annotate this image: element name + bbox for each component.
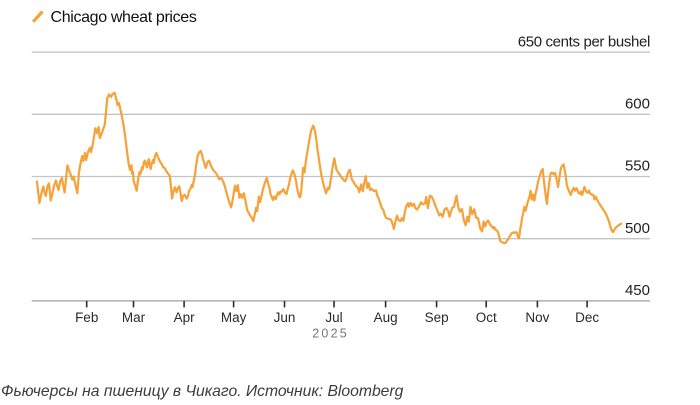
svg-text:Apr: Apr: [174, 310, 196, 325]
svg-text:Feb: Feb: [75, 310, 98, 325]
svg-text:Sep: Sep: [425, 310, 449, 325]
svg-text:Chicago wheat prices: Chicago wheat prices: [51, 9, 197, 26]
svg-text:650 cents per bushel: 650 cents per bushel: [518, 33, 650, 50]
svg-text:Jun: Jun: [274, 310, 296, 325]
svg-text:550: 550: [625, 158, 650, 175]
svg-text:2025: 2025: [312, 327, 349, 341]
svg-text:Jul: Jul: [325, 310, 342, 325]
svg-text:600: 600: [625, 96, 650, 113]
svg-text:Mar: Mar: [122, 310, 146, 325]
svg-text:Oct: Oct: [476, 310, 497, 325]
svg-text:Aug: Aug: [374, 310, 398, 325]
svg-text:Dec: Dec: [575, 310, 599, 325]
svg-text:450: 450: [625, 282, 650, 299]
svg-text:Фьючерсы на пшеницу в Чикаго.: Фьючерсы на пшеницу в Чикаго. Источник: …: [1, 383, 404, 400]
svg-text:May: May: [221, 310, 247, 325]
svg-text:500: 500: [625, 220, 650, 237]
svg-text:Nov: Nov: [525, 310, 549, 325]
